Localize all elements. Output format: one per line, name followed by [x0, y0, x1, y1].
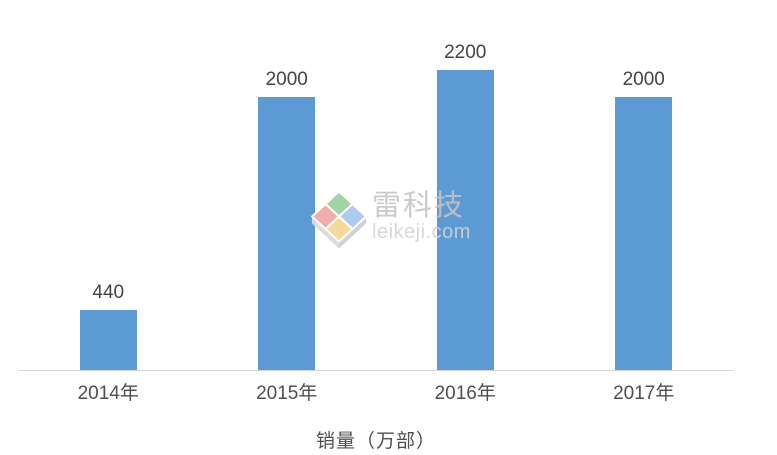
watermark: 雷科技 leikeji.com — [311, 190, 471, 250]
value-label: 2000 — [265, 69, 308, 90]
bar-2014年 — [79, 310, 137, 370]
category-label: 2017年 — [613, 383, 675, 404]
value-label: 2000 — [622, 69, 665, 90]
cube-face-yellow — [324, 215, 354, 243]
bar-2015年 — [258, 97, 316, 370]
category-label: 2015年 — [256, 383, 318, 404]
x-axis-title: 销量（万部） — [315, 431, 436, 452]
category-label: 2014年 — [77, 383, 139, 404]
watermark-text: 雷科技 leikeji.com — [372, 190, 471, 242]
cube-side-left — [312, 216, 339, 249]
cube-logo-icon — [311, 190, 367, 249]
cube-side-right — [339, 216, 366, 249]
watermark-domain: leikeji.com — [372, 221, 471, 243]
category-label: 2016年 — [434, 383, 496, 404]
value-label: 2200 — [444, 42, 487, 63]
bar-2016年 — [436, 70, 494, 370]
x-axis-line — [19, 370, 733, 371]
value-label: 440 — [92, 282, 125, 303]
watermark-brand-name: 雷科技 — [372, 190, 466, 222]
bar-2017年 — [615, 97, 673, 370]
